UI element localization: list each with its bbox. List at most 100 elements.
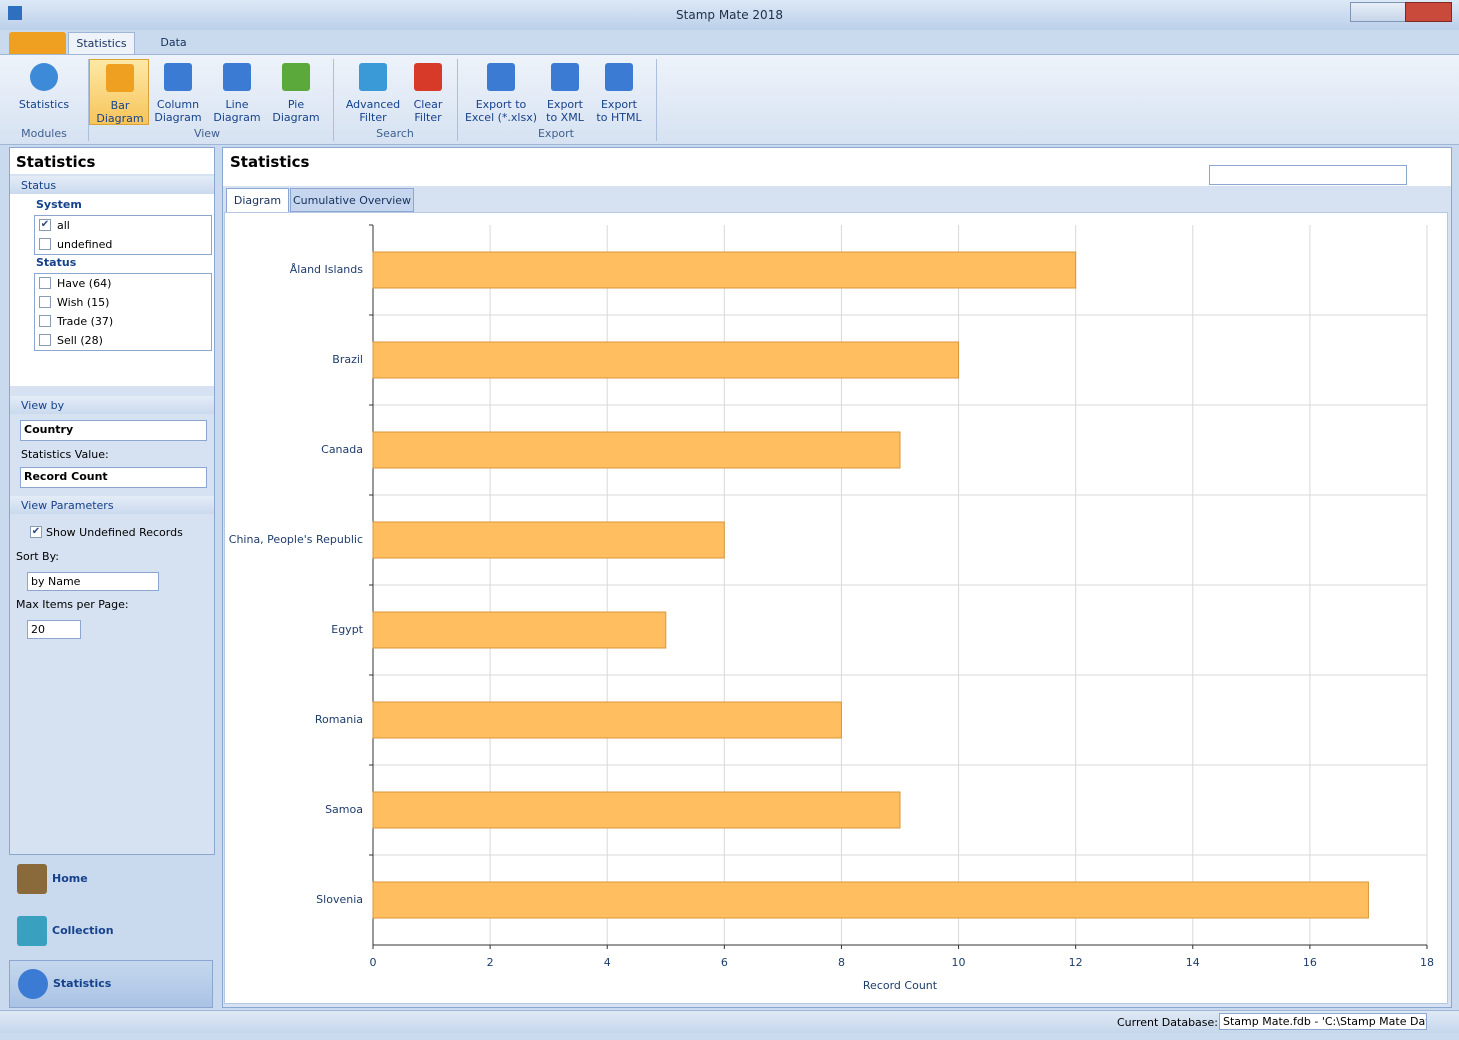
bar [373,612,666,648]
ribbon-group-label: Modules [4,127,84,140]
checkbox[interactable] [39,334,51,346]
x-tick-label: 4 [604,956,611,969]
bar [373,432,900,468]
app-icon [8,6,22,20]
view-parameters-header-text: View Parameters [21,499,114,512]
status-bar: Current Database: Stamp Mate.fdb - 'C:\S… [0,1010,1459,1033]
side-panel-header: Statistics [10,148,214,174]
status-db-value: Stamp Mate.fdb - 'C:\Stamp Mate Datab [1219,1013,1427,1030]
bar [373,522,724,558]
filter-group-label[interactable]: System [36,198,82,211]
statistics-value-combo[interactable]: Record Count [20,467,207,488]
nav-icon [18,969,48,999]
ribbon-icon [223,63,251,91]
bar [373,252,1076,288]
main-tab[interactable]: Diagram [226,188,289,212]
navigation: Home Collection Statistics [9,856,213,1006]
main-header: Statistics [223,148,1451,186]
checkbox-label: undefined [57,238,112,251]
nav-item[interactable]: Statistics [9,960,213,1008]
sort-by-combo[interactable]: by Name [27,572,159,591]
checkbox-label: Trade (37) [57,315,113,328]
statistics-value-label: Statistics Value: [21,448,109,461]
ribbon: ModulesStatisticsViewBarDiagramColumnDia… [0,54,1459,145]
close-button[interactable] [1405,2,1452,22]
filter-list: ✔ all undefined [34,215,212,255]
ribbon-icon [605,63,633,91]
ribbon-button[interactable]: PieDiagram [266,59,326,125]
show-undefined-checkbox[interactable]: ✔ [30,526,42,538]
ribbon-icon [414,63,442,91]
y-tick-label: Egypt [331,623,363,636]
bar [373,882,1368,918]
search-box[interactable] [1209,165,1407,185]
ribbon-icon [30,63,58,91]
x-tick-label: 2 [487,956,494,969]
side-panel-title: Statistics [16,153,95,171]
main-tabs: DiagramCumulative Overview [226,188,1446,212]
show-undefined-label: Show Undefined Records [46,526,183,539]
y-tick-label: Åland Islands [290,263,363,276]
ribbon-icon [106,64,134,92]
ribbon-button[interactable]: Statistics [14,59,74,125]
sort-by-label: Sort By: [16,550,59,563]
checkbox[interactable] [39,315,51,327]
checkbox-label: all [57,219,70,232]
ribbon-tab[interactable]: Statistics [68,32,135,54]
x-tick-label: 6 [721,956,728,969]
nav-label: Statistics [53,977,111,990]
ribbon-icon [282,63,310,91]
title-bar: Stamp Mate 2018 [0,0,1459,30]
ribbon-tab-row: StatisticsData [0,32,1459,54]
y-tick-label: Samoa [325,803,363,816]
y-tick-label: China, People's Republic [229,533,363,546]
view-by-header: View by [10,396,214,414]
checkbox-label: Have (64) [57,277,111,290]
y-tick-label: Romania [315,713,363,726]
view-by-combo[interactable]: Country [20,420,207,441]
view-by-header-text: View by [21,399,64,412]
ribbon-tab[interactable]: Data [140,32,207,54]
x-tick-label: 0 [370,956,377,969]
ribbon-group-label: Export [516,127,596,140]
checkbox-label: Wish (15) [57,296,109,309]
bar [373,792,900,828]
main-panel: Statistics DiagramCumulative Overview 0 2… [222,147,1452,1008]
checkbox[interactable] [39,238,51,250]
x-tick-label: 16 [1303,956,1317,969]
ribbon-button[interactable]: Exportto HTML [589,59,649,125]
x-tick-label: 12 [1069,956,1083,969]
filter-group-label[interactable]: Status [36,256,76,269]
checkbox[interactable] [39,277,51,289]
ribbon-icon [359,63,387,91]
nav-label: Home [52,872,88,885]
nav-icon [17,916,47,946]
chart: 024681012141618Åland IslandsBrazilCanada… [224,212,1448,1004]
bar [373,702,841,738]
y-tick-label: Brazil [332,353,363,366]
nav-label: Collection [52,924,114,937]
max-items-label: Max Items per Page: [16,598,129,611]
status-filter: System ✔ all undefined Status Have (64) Wish (… [10,194,214,386]
checkbox[interactable]: ✔ [39,219,51,231]
main-tab[interactable]: Cumulative Overview [290,188,414,212]
filter-list: Have (64) Wish (15) Trade (37) Sell (28) [34,273,212,351]
nav-icon [17,864,47,894]
checkbox[interactable] [39,296,51,308]
status-header-text: Status [21,179,56,192]
main-title: Statistics [230,153,309,171]
checkbox-label: Sell (28) [57,334,103,347]
view-parameters-header: View Parameters [10,496,214,514]
window-title: Stamp Mate 2018 [0,8,1459,22]
ribbon-group-label: View [167,127,247,140]
status-header[interactable]: Status [10,176,214,194]
nav-item[interactable]: Home [9,856,213,904]
ribbon-icon [487,63,515,91]
ribbon-button[interactable]: ClearFilter [398,59,458,125]
nav-item[interactable]: Collection [9,908,213,956]
y-tick-label: Canada [321,443,363,456]
x-tick-label: 10 [952,956,966,969]
ribbon-icon [164,63,192,91]
max-items-combo[interactable]: 20 [27,620,81,639]
